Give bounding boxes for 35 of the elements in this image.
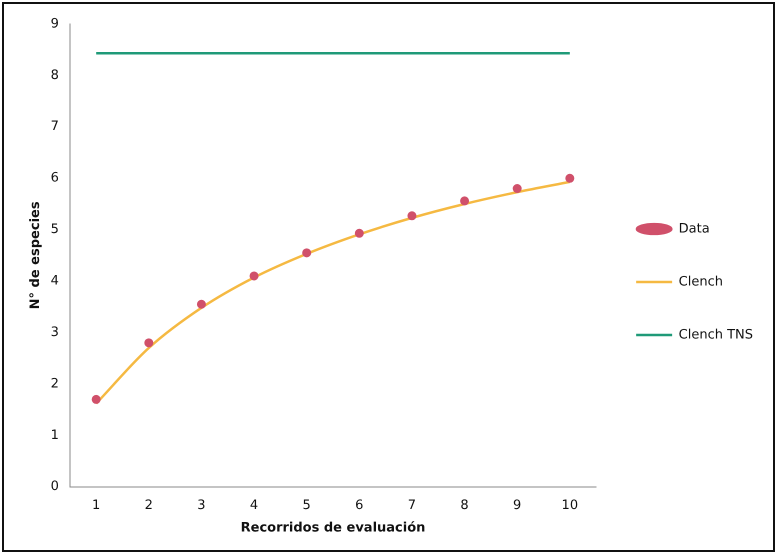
x-tick-label: 9	[513, 498, 522, 513]
y-tick-label: 0	[50, 479, 59, 494]
y-tick-label: 7	[50, 119, 59, 134]
x-axis-title: Recorridos de evaluación	[240, 520, 426, 536]
legend-label: Clench	[678, 274, 723, 290]
y-tick-label: 8	[50, 68, 59, 83]
y-tick-label: 9	[50, 16, 59, 32]
point	[196, 300, 206, 309]
point	[512, 184, 522, 194]
x-tick-label: 3	[197, 498, 206, 513]
y-tick-label: 5	[50, 222, 59, 238]
point	[144, 338, 154, 348]
legend-label: Data	[678, 221, 710, 236]
x-tick-label: 10	[562, 498, 578, 513]
point	[250, 271, 259, 280]
point	[92, 394, 101, 404]
point	[565, 174, 574, 183]
point	[407, 211, 416, 220]
y-tick-label: 3	[50, 324, 59, 340]
x-tick-label: 7	[408, 498, 416, 513]
point	[460, 196, 470, 206]
y-tick-label: 4	[50, 273, 59, 288]
x-tick-label: 4	[250, 498, 258, 513]
x-tick-label: 2	[144, 498, 153, 513]
y-tick-label: 6	[50, 170, 59, 186]
point	[302, 248, 312, 258]
point	[354, 228, 364, 238]
x-tick-label: 6	[355, 498, 364, 513]
x-tick-label: 5	[302, 498, 311, 513]
x-tick-label: 8	[460, 498, 469, 513]
y-tick-label: 2	[50, 376, 59, 392]
x-tick-label: 1	[92, 498, 100, 513]
y-tick-label: 1	[50, 428, 59, 443]
legend-label: Clench TNS	[678, 327, 754, 342]
y-axis-title: N° de especies	[28, 201, 44, 310]
